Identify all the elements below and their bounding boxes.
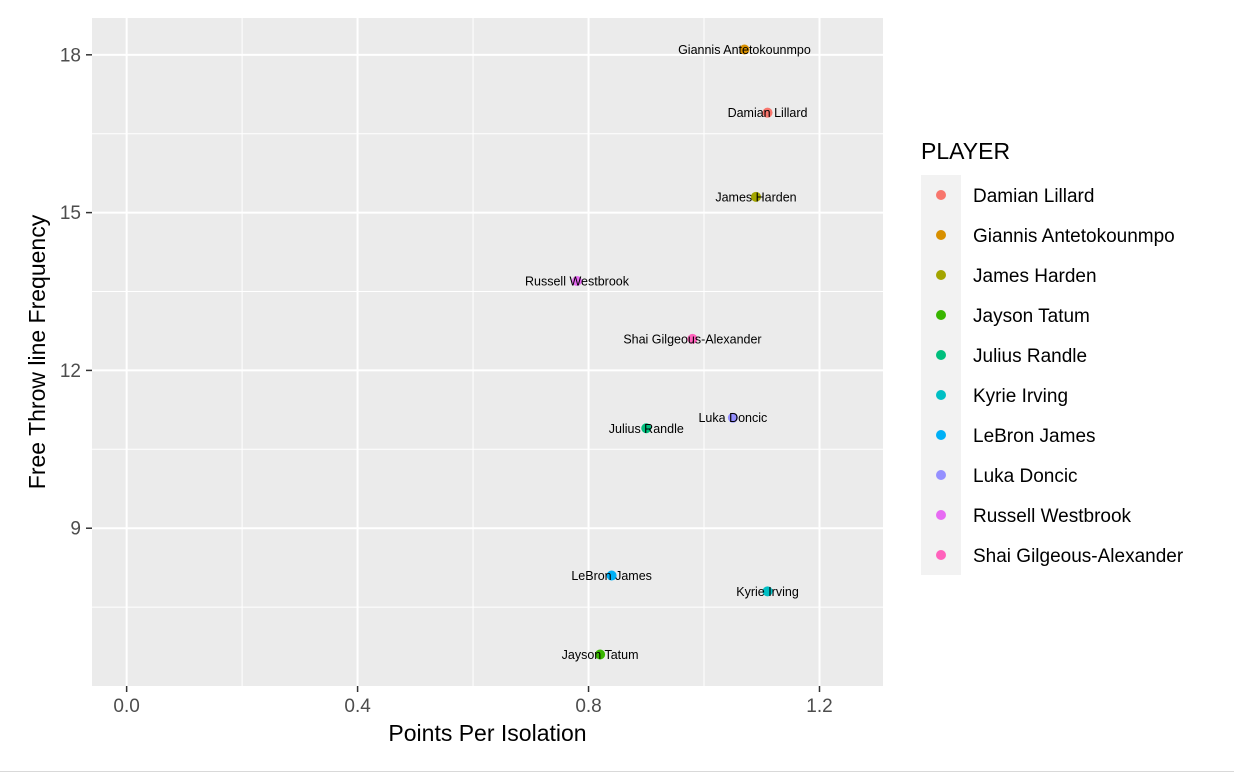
plot-panel-background — [92, 18, 883, 686]
data-point — [739, 44, 750, 55]
legend-items: Damian Lillard Giannis Antetokounmpo James… — [921, 175, 1184, 575]
legend-label: Shai Gilgeous-Alexander — [973, 546, 1184, 567]
legend-key — [936, 310, 946, 320]
point-labels: Damian Lillard Giannis Antetokounmpo James… — [525, 43, 811, 662]
y-tick-label: 12 — [60, 361, 81, 382]
legend-key — [936, 190, 946, 200]
data-point-label: Russell Westbrook — [525, 274, 630, 288]
data-point — [762, 586, 773, 597]
data-point-label: James Harden — [715, 190, 796, 204]
legend-key — [936, 390, 946, 400]
legend-key — [936, 510, 946, 520]
data-point-label: Julius Randle — [609, 422, 684, 436]
legend-key — [936, 550, 946, 560]
y-axis: 9 12 15 18 — [60, 45, 92, 540]
data-point — [641, 423, 652, 434]
legend-key — [936, 430, 946, 440]
data-point-label: LeBron James — [571, 569, 652, 583]
y-axis-title: Free Throw line Frequency — [24, 214, 50, 489]
data-point — [727, 412, 738, 423]
gridlines — [92, 18, 883, 686]
legend-label: James Harden — [973, 266, 1097, 287]
legend-label: LeBron James — [973, 426, 1096, 447]
data-point-label: Damian Lillard — [728, 106, 808, 120]
data-point — [687, 333, 698, 344]
legend-key-background — [921, 175, 961, 575]
legend-label: Kyrie Irving — [973, 386, 1068, 407]
data-point-label: Luka Doncic — [698, 411, 767, 425]
data-point — [606, 570, 617, 581]
y-tick-label: 18 — [60, 45, 81, 66]
legend-label: Luka Doncic — [973, 466, 1078, 487]
legend-title: PLAYER — [921, 138, 1010, 164]
x-tick-label: 1.2 — [806, 696, 832, 717]
y-tick-label: 9 — [70, 519, 81, 540]
legend-label: Giannis Antetokounmpo — [973, 226, 1175, 247]
data-point-label: Kyrie Irving — [736, 585, 799, 599]
legend-label: Russell Westbrook — [973, 506, 1132, 527]
data-point — [762, 107, 773, 118]
data-points — [571, 44, 773, 660]
legend-label: Damian Lillard — [973, 186, 1094, 207]
plot-area: Damian Lillard Giannis Antetokounmpo James… — [92, 18, 883, 686]
legend-label: Jayson Tatum — [973, 306, 1090, 327]
legend-key — [936, 470, 946, 480]
data-point-label: Shai Gilgeous-Alexander — [623, 332, 761, 346]
legend-key — [936, 230, 946, 240]
x-axis: 0.0 0.4 0.8 1.2 — [113, 686, 833, 717]
legend-key — [936, 270, 946, 280]
x-tick-label: 0.8 — [575, 696, 601, 717]
data-point — [595, 649, 606, 660]
y-tick-label: 15 — [60, 203, 81, 224]
x-tick-label: 0.4 — [344, 696, 371, 717]
x-tick-label: 0.0 — [113, 696, 139, 717]
legend-label: Julius Randle — [973, 346, 1087, 367]
legend-key — [936, 350, 946, 360]
data-point-label: Giannis Antetokounmpo — [678, 43, 811, 57]
data-point — [571, 275, 582, 286]
data-point — [750, 191, 761, 202]
x-axis-title: Points Per Isolation — [388, 720, 586, 746]
bottom-divider — [0, 771, 1234, 772]
legend: PLAYER Damian Lillard Giannis Antetokounm… — [921, 138, 1184, 575]
data-point-label: Jayson Tatum — [562, 648, 639, 662]
